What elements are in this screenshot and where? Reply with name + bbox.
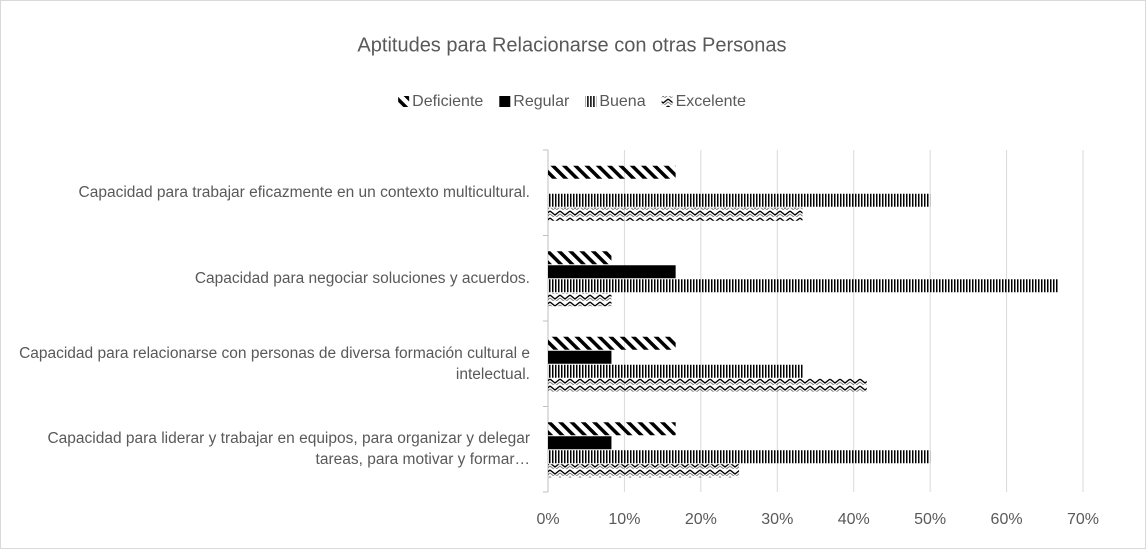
y-tick-label: Capacidad para negociar soluciones y acu… bbox=[194, 269, 530, 287]
x-tick-label: 0% bbox=[536, 511, 559, 528]
legend-swatch bbox=[398, 96, 410, 107]
chart-title: Aptitudes para Relacionarse con otras Pe… bbox=[357, 34, 786, 56]
x-tick-label: 50% bbox=[914, 511, 946, 528]
legend: Deficiente Regular Buena Excelente bbox=[398, 93, 746, 110]
legend-label: Excelente bbox=[676, 93, 746, 110]
bar bbox=[548, 279, 1058, 293]
x-tick-label: 40% bbox=[838, 511, 870, 528]
bar bbox=[548, 207, 803, 221]
bar bbox=[548, 165, 676, 179]
bar bbox=[548, 293, 612, 307]
bar bbox=[548, 336, 676, 350]
y-tick-label-box: Capacidad para negociar soluciones y acu… bbox=[194, 269, 530, 287]
y-tick-label: Capacidad para liderar y trabajar en equ… bbox=[47, 430, 530, 469]
bar bbox=[548, 378, 867, 392]
bar bbox=[548, 436, 612, 450]
x-tick-label: 10% bbox=[608, 511, 640, 528]
legend-swatch bbox=[585, 96, 597, 107]
bar bbox=[548, 350, 612, 364]
bar bbox=[548, 193, 931, 207]
legend-label: Deficiente bbox=[412, 93, 483, 110]
y-tick-label-box: Capacidad para relacionarse con personas… bbox=[19, 344, 530, 383]
legend-swatch bbox=[499, 96, 511, 107]
bar bbox=[548, 364, 803, 378]
y-tick-label: Capacidad para trabajar eficazmente en u… bbox=[78, 184, 530, 202]
legend-label: Buena bbox=[599, 93, 645, 110]
bar bbox=[548, 422, 676, 436]
bar bbox=[548, 464, 740, 478]
x-tick-label: 60% bbox=[991, 511, 1023, 528]
bar bbox=[548, 265, 676, 279]
x-tick-label: 30% bbox=[761, 511, 793, 528]
x-tick-label: 20% bbox=[685, 511, 717, 528]
legend-label: Regular bbox=[513, 93, 570, 110]
bar bbox=[548, 251, 612, 265]
y-tick-label-box: Capacidad para liderar y trabajar en equ… bbox=[47, 430, 530, 469]
bar bbox=[548, 450, 931, 464]
y-tick-label: Capacidad para relacionarse con personas… bbox=[19, 344, 530, 383]
legend-swatch bbox=[661, 96, 673, 107]
y-tick-label-box: Capacidad para trabajar eficazmente en u… bbox=[78, 184, 530, 202]
x-tick-label: 70% bbox=[1067, 511, 1099, 528]
